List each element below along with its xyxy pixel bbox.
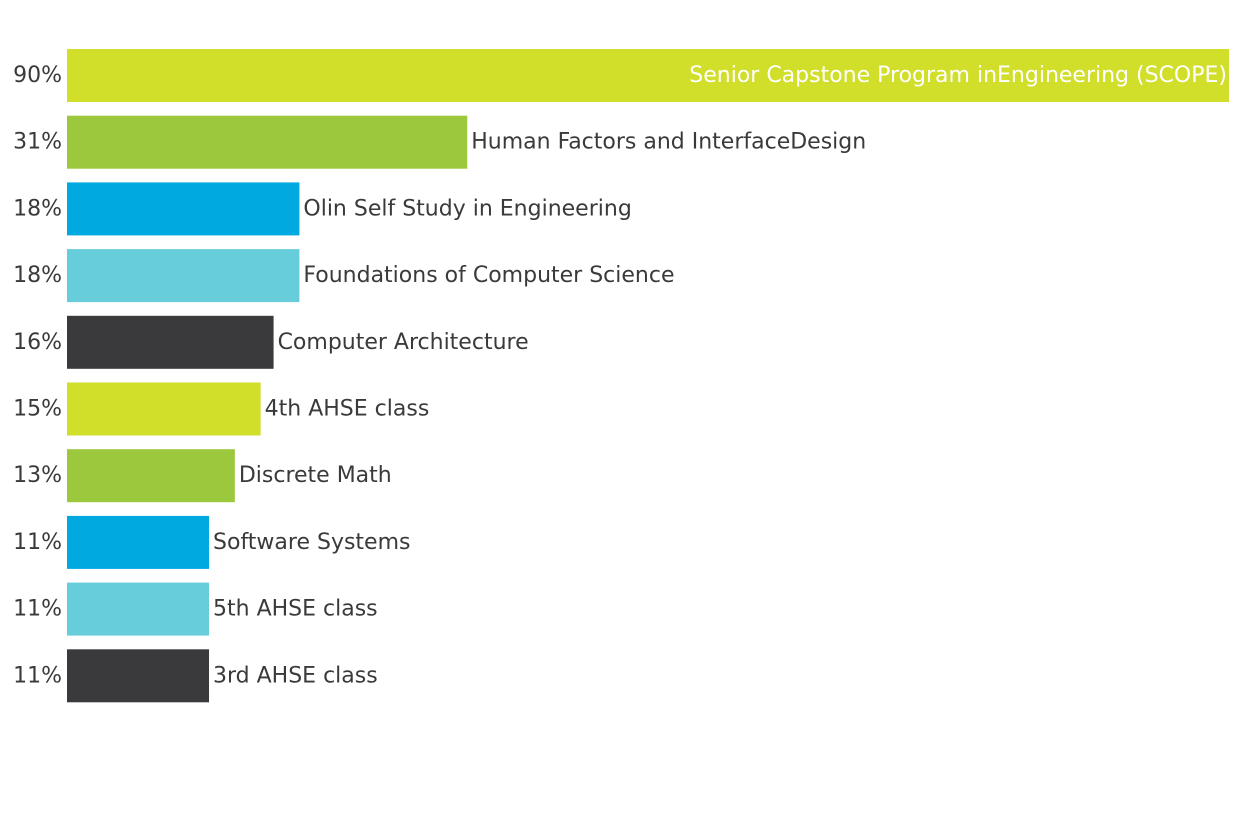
value-label-6: 15%	[13, 397, 62, 422]
category-label-2: Human Factors and InterfaceDesign	[471, 130, 866, 155]
bar-10	[67, 649, 210, 703]
category-label-7: Discrete Math	[239, 463, 392, 488]
category-label-9: 5th AHSE class	[213, 597, 378, 622]
value-label-1: 90%	[13, 63, 62, 88]
category-label-5: Computer Architecture	[278, 330, 529, 355]
bar-3	[67, 182, 300, 236]
category-label-3: Olin Self Study in Engineering	[303, 196, 631, 221]
category-label-6: 4th AHSE class	[265, 397, 430, 422]
bar-4	[67, 249, 300, 303]
value-label-5: 16%	[13, 330, 62, 355]
value-label-7: 13%	[13, 463, 62, 488]
category-label-10: 3rd AHSE class	[213, 663, 378, 688]
category-label-1: Senior Capstone Program inEngineering (S…	[689, 63, 1227, 88]
bar-1	[67, 49, 1229, 102]
value-label-4: 18%	[13, 263, 62, 288]
bar-2	[67, 115, 468, 169]
value-label-8: 11%	[13, 530, 62, 555]
bar-7	[67, 449, 235, 503]
bar-5	[67, 315, 274, 369]
value-label-2: 31%	[13, 130, 62, 155]
bar-6	[67, 382, 261, 436]
value-label-10: 11%	[13, 663, 62, 688]
value-label-3: 18%	[13, 196, 62, 221]
bar-8	[67, 515, 210, 569]
value-label-9: 11%	[13, 597, 62, 622]
bar-9	[67, 582, 210, 636]
category-label-4: Foundations of Computer Science	[303, 263, 674, 288]
category-label-8: Software Systems	[213, 530, 410, 555]
